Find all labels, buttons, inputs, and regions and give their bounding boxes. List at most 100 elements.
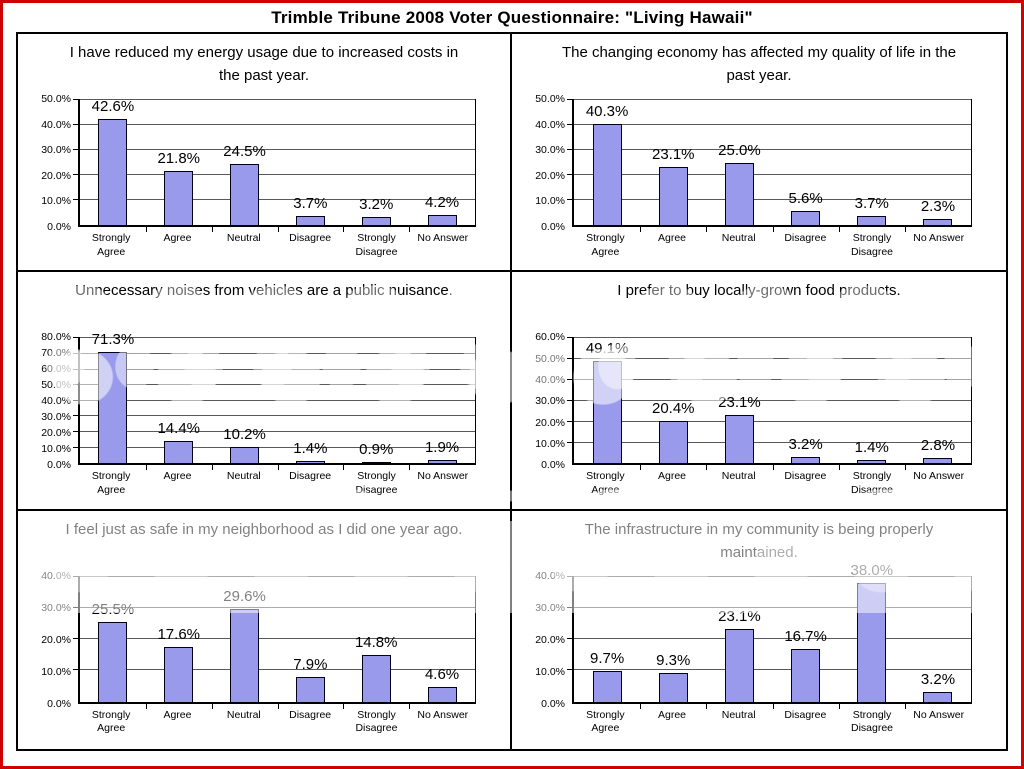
y-axis-tick-label: 40.0%: [535, 569, 565, 582]
bar-value-label: 42.6%: [91, 97, 135, 115]
y-axis-tick-label: 0.0%: [541, 221, 565, 233]
y-axis-tick-label: 10.0%: [535, 195, 565, 208]
bar-value-label: 4.6%: [424, 666, 460, 684]
y-axis-tick-label: 40.0%: [535, 118, 565, 131]
y-axis-tick-label: 30.0%: [41, 411, 71, 424]
x-axis-tick: [904, 702, 906, 709]
bar-value-label: 5.6%: [788, 190, 823, 207]
x-axis: Strongly Agree Agree Neutral Disagree Strong…: [572, 709, 972, 736]
gridline: [567, 638, 971, 640]
bar: [427, 214, 457, 225]
y-axis-tick-label: 0.0%: [47, 221, 71, 233]
category-label: Strongly Disagree: [851, 232, 894, 258]
x-axis: Strongly Agree Agree Neutral Disagree Strong…: [572, 470, 972, 497]
plot-area: 49.1% 20.4% 23.1% 3.2% 1.4% 2.8%: [567, 337, 972, 471]
plot-area: 40.3% 23.1% 25.0% 5.6% 3.7% 2.3%: [567, 99, 972, 232]
bar-slot: 1.4%: [277, 338, 343, 464]
chart-area: 50.0% 40.0% 30.0% 20.0% 10.0% 0.0% 40.3% 23.1% 2…: [518, 93, 1006, 259]
y-axis-tick-label: 40.0%: [41, 118, 71, 131]
x-axis-tick: [211, 702, 213, 709]
category-label: No Answer: [417, 470, 469, 483]
gridline: [73, 99, 475, 100]
chart-area: 50.0% 40.0% 30.0% 20.0% 10.0% 0.0% 42.6% 21.8% 2…: [24, 93, 510, 259]
bar: [230, 609, 260, 702]
chart-panel: I prefer to buy locally-grown food produ…: [512, 272, 1006, 511]
gridline: [73, 149, 475, 150]
category-label: Agree: [163, 232, 192, 244]
chart-area: 80.0% 70.0% 60.0% 50.0% 40.0% 30.0% 20.0% 10.0%…: [24, 331, 510, 497]
x-axis-tick: [838, 702, 840, 709]
y-axis-tick-label: 50.0%: [41, 379, 71, 392]
gridline: [567, 441, 971, 443]
bar-value-label: 40.3%: [585, 103, 629, 121]
category-label: Neutral: [721, 232, 756, 244]
category-label: Neutral: [721, 708, 756, 721]
x-axis-tick: [640, 464, 642, 471]
bar-slot: 3.7%: [277, 100, 343, 225]
bar-slot: 5.6%: [773, 100, 839, 225]
category-label: Strongly Agree: [91, 232, 131, 258]
chart-area: 60.0% 50.0% 40.0% 30.0% 20.0% 10.0% 0.0% 49.1% 2…: [518, 331, 1006, 497]
bar-value-label: 3.2%: [359, 196, 394, 213]
bar: [295, 461, 325, 464]
bar-slot: 71.3%: [80, 331, 146, 464]
plot-column: 25.5% 17.6% 29.6% 7.9% 14.8% 4.6% Strongly Agr…: [73, 575, 476, 736]
plot-column: 49.1% 20.4% 23.1% 3.2% 1.4% 2.8% Strongly Agre…: [567, 337, 972, 497]
x-axis-tick: [343, 226, 345, 232]
category-label: No Answer: [913, 708, 965, 721]
bar-slot: 16.7%: [773, 577, 839, 702]
bar-slots: 49.1% 20.4% 23.1% 3.2% 1.4% 2.8%: [574, 338, 971, 464]
plot-column: 40.3% 23.1% 25.0% 5.6% 3.7% 2.3% Strongly Agre…: [567, 99, 972, 259]
bar-value-label: 9.3%: [656, 651, 691, 669]
y-axis-tick-label: 30.0%: [535, 395, 565, 408]
bar: [658, 672, 688, 702]
y-axis: 50.0% 40.0% 30.0% 20.0% 10.0% 0.0%: [518, 93, 572, 233]
bar-slot: 14.4%: [146, 338, 212, 464]
x-axis-tick: [706, 702, 708, 709]
bar: [98, 621, 128, 702]
gridline: [73, 199, 475, 200]
category-label: Disagree: [784, 470, 827, 483]
bar-slot: 40.3%: [574, 100, 640, 225]
gridline: [73, 124, 475, 125]
bar-value-label: 1.4%: [854, 439, 889, 457]
category-label: Strongly Agree: [586, 232, 625, 258]
x-axis-tick: [904, 464, 906, 471]
gridline: [73, 638, 475, 640]
gridline: [73, 669, 475, 671]
category-label: Agree: [163, 708, 192, 721]
category-label: Strongly Agree: [91, 470, 131, 496]
bar: [923, 457, 953, 464]
chart-title: I have reduced my energy usage due to in…: [69, 44, 459, 85]
bar: [164, 440, 194, 464]
chart-panel: Unnecessary noises from vehicles are a p…: [18, 272, 512, 511]
bar: [724, 162, 754, 225]
bar-value-label: 24.5%: [223, 142, 266, 160]
y-axis-tick-label: 20.0%: [535, 633, 565, 646]
y-axis-tick-label: 0.0%: [47, 459, 71, 472]
bar-value-label: 10.2%: [223, 426, 266, 444]
gridline: [567, 99, 971, 100]
bar-value-label: 9.7%: [589, 650, 625, 668]
plot-column: 9.7% 9.3% 23.1% 16.7% 38.0% 3.2% Strongly Agre…: [567, 562, 972, 736]
chart-title: Unnecessary noises from vehicles are a p…: [75, 282, 453, 300]
gridline: [73, 174, 475, 175]
gridline: [567, 149, 971, 150]
category-label: No Answer: [417, 708, 469, 721]
bar: [230, 163, 260, 225]
x-axis-tick: [211, 464, 213, 471]
bar-slot: 25.0%: [706, 100, 772, 225]
bar-slot: 3.2%: [343, 100, 409, 225]
y-axis-tick-label: 40.0%: [41, 395, 71, 408]
gridline: [567, 174, 971, 175]
bar: [724, 629, 754, 702]
x-axis-tick: [211, 226, 213, 232]
category-label: Strongly Agree: [586, 470, 625, 496]
bar: [658, 167, 688, 225]
bar: [857, 582, 887, 702]
bar-value-label: 25.0%: [718, 141, 761, 159]
bar: [923, 691, 953, 702]
gridline: [73, 446, 475, 448]
y-axis-tick-label: 10.0%: [535, 665, 565, 678]
x-axis: Strongly Agree Agree Neutral Disagree Strong…: [78, 470, 476, 497]
